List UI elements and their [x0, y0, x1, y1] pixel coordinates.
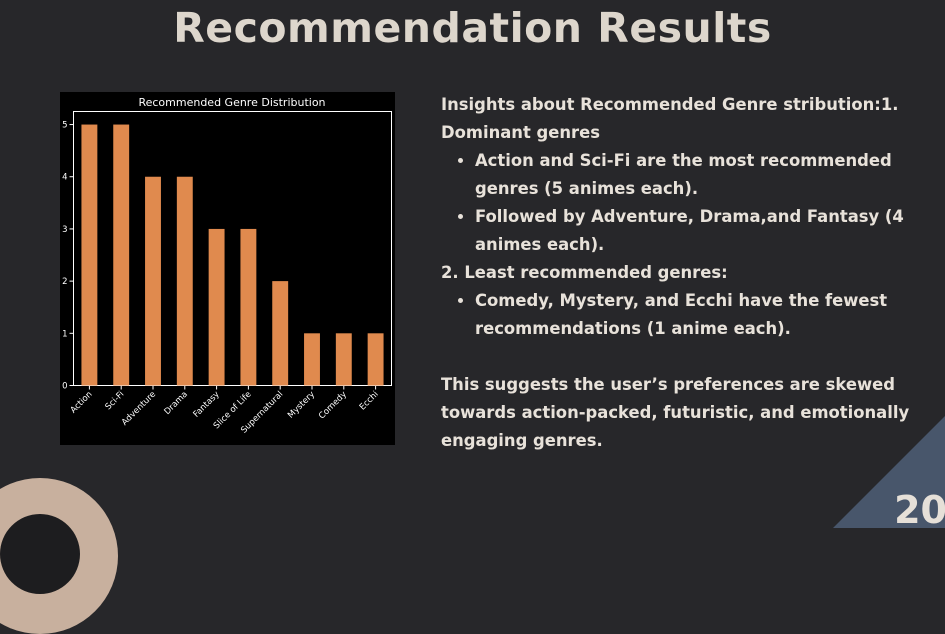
y-tick-label: 0 — [62, 382, 67, 392]
bar-sci-fi — [113, 124, 130, 386]
insight-bullet: Comedy, Mystery, and Ecchi have the fewe… — [475, 287, 936, 343]
chart-svg: Recommended Genre Distribution 0 1 2 3 4 5 Ac… — [62, 96, 392, 436]
bar-fantasy — [208, 228, 225, 386]
chart-title: Recommended Genre Distribution — [138, 96, 325, 109]
y-tick-label: 4 — [62, 173, 67, 183]
x-tick-label: Ecchi — [358, 390, 381, 413]
y-tick-label: 5 — [62, 121, 67, 131]
plot-frame — [73, 111, 392, 386]
slide-title: Recommendation Results — [173, 4, 772, 52]
decorative-ring — [0, 478, 118, 634]
insights-heading-2: 2. Least recommended genres: — [441, 263, 728, 282]
x-tick-label: Sci-Fi — [104, 390, 127, 413]
y-axis: 0 1 2 3 4 5 — [62, 121, 74, 392]
bar-action — [81, 124, 98, 386]
bar-ecchi — [367, 333, 384, 386]
bar-supernatural — [272, 281, 289, 386]
y-tick-label: 2 — [62, 277, 67, 287]
y-tick-label: 3 — [62, 225, 67, 235]
bars-group — [81, 124, 384, 386]
insights-list-2: Comedy, Mystery, and Ecchi have the fewe… — [441, 287, 936, 343]
x-tick-label: Mystery — [286, 390, 317, 421]
x-tick-label: Comedy — [317, 390, 349, 422]
decorative-triangle — [833, 416, 945, 528]
bar-slice-of-life — [240, 228, 257, 386]
insights-heading-1: Insights about Recommended Genre stribut… — [441, 95, 899, 142]
insights-conclusion: This suggests the user’s preferences are… — [441, 375, 910, 450]
insights-text: Insights about Recommended Genre stribut… — [441, 91, 936, 455]
bar-adventure — [145, 176, 161, 386]
insight-bullet: Action and Sci-Fi are the most recommend… — [475, 147, 936, 203]
bar-drama — [176, 176, 193, 386]
x-tick-label: Fantasy — [192, 390, 222, 420]
x-tick-label: Drama — [163, 390, 190, 417]
x-tick-label: Action — [69, 390, 95, 416]
genre-bar-chart: Recommended Genre Distribution 0 1 2 3 4 5 Ac… — [60, 92, 395, 445]
insight-bullet: Followed by Adventure, Drama,and Fantasy… — [475, 203, 936, 259]
x-tick-label: Adventure — [120, 390, 158, 428]
bar-mystery — [304, 333, 320, 386]
insights-list-1: Action and Sci-Fi are the most recommend… — [441, 147, 936, 259]
page-number: 20 — [894, 488, 945, 532]
bar-comedy — [335, 333, 352, 386]
y-tick-label: 1 — [62, 329, 67, 339]
